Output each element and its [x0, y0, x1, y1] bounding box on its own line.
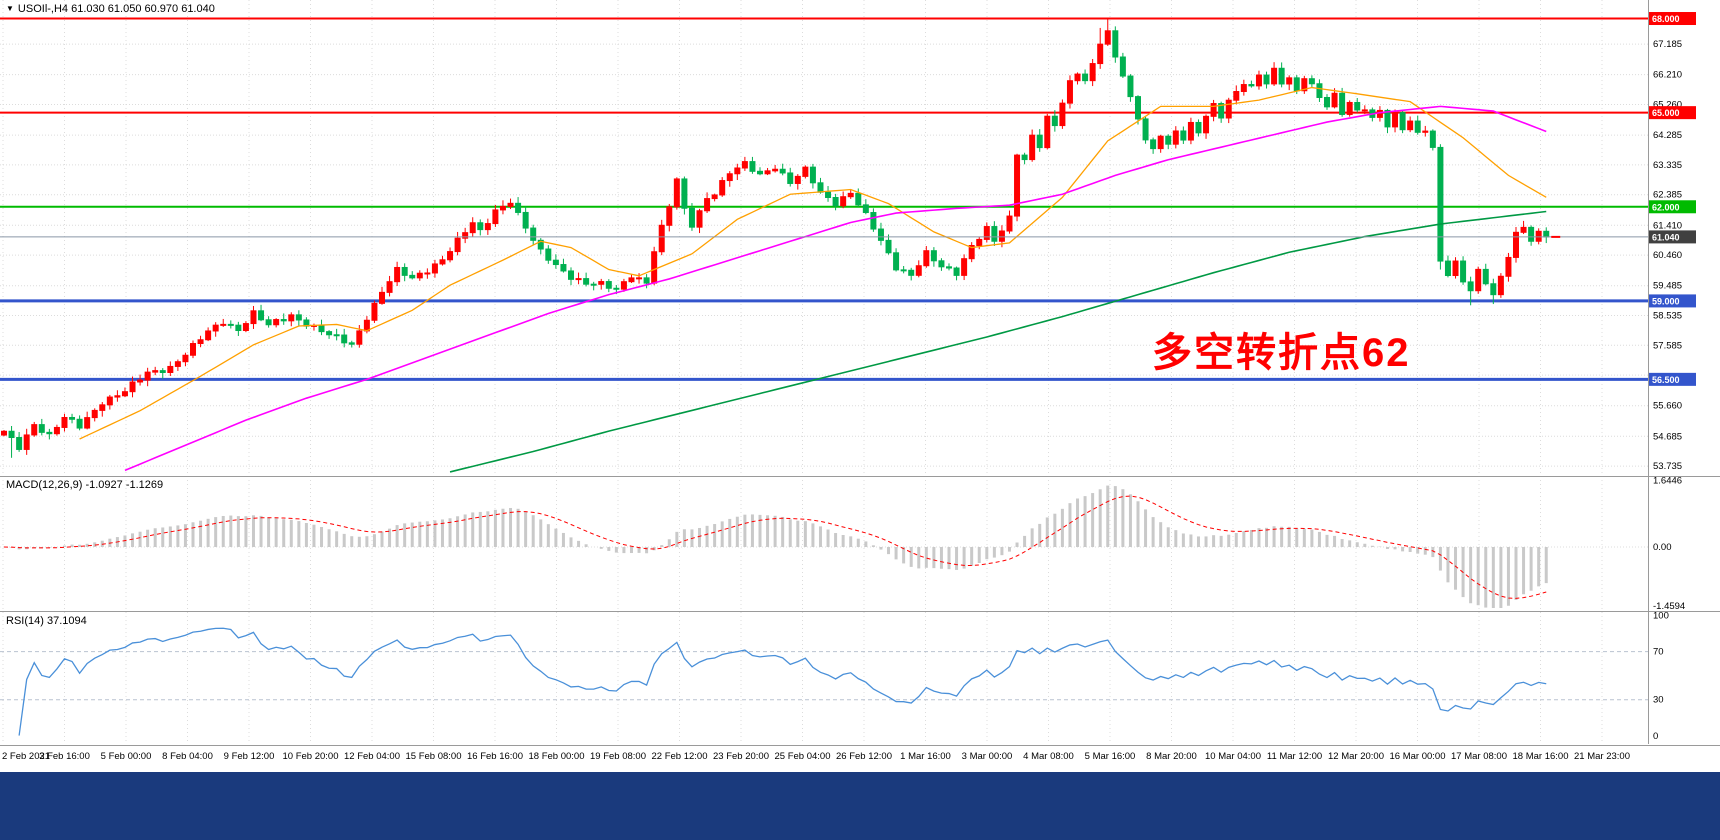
- time-axis-label: 3 Mar 00:00: [961, 751, 1013, 762]
- macd-panel: [0, 485, 1648, 608]
- macd-indicator-label: MACD(12,26,9) -1.0927 -1.1269: [6, 479, 164, 491]
- rsi-axis-label: 100: [1653, 611, 1669, 622]
- time-axis-label: 4 Mar 08:00: [1023, 751, 1074, 762]
- time-axis-label: 17 Mar 08:00: [1451, 751, 1507, 762]
- time-axis-label: 26 Feb 12:00: [836, 751, 892, 762]
- macd-signal-line: [3, 495, 1547, 599]
- rsi-axis-label: 30: [1653, 695, 1664, 706]
- time-axis-label: 21 Mar 23:00: [1574, 751, 1630, 762]
- price-axis-label: 61.410: [1653, 220, 1682, 231]
- bottom-bar: [0, 772, 1720, 840]
- price-axis-label: 62.385: [1653, 190, 1682, 201]
- macd-axis-label: 1.6446: [1653, 475, 1682, 486]
- macd-axis-label: -1.4594: [1653, 601, 1685, 612]
- price-axis-label: 65.260: [1653, 99, 1682, 110]
- price-axis-label: 59.485: [1653, 281, 1682, 292]
- price-level-badge: 59.000: [1649, 294, 1696, 308]
- time-axis-label: 10 Mar 04:00: [1205, 751, 1261, 762]
- candlestick-series: [1, 19, 1550, 458]
- symbol-ohlc-label: USOIl-,H4 61.030 61.050 60.970 61.040: [17, 3, 215, 15]
- rsi-axis-label: 0: [1653, 731, 1658, 742]
- price-axis-label: 54.685: [1653, 431, 1682, 442]
- price-axis-label: 63.335: [1653, 160, 1682, 171]
- svg-text:61.040: 61.040: [1652, 232, 1680, 242]
- price-axis-label: 64.285: [1653, 130, 1682, 141]
- time-axis-label: 8 Feb 04:00: [162, 751, 213, 762]
- ma-fast-orange: [79, 86, 1547, 440]
- price-axis-label: 53.735: [1653, 461, 1682, 472]
- rsi-indicator-label: RSI(14) 37.1094: [6, 615, 87, 627]
- svg-text:59.000: 59.000: [1652, 296, 1680, 306]
- price-level-badge: 65.000: [1649, 106, 1696, 120]
- rsi-line: [18, 627, 1547, 736]
- time-axis-label: 5 Feb 00:00: [100, 751, 152, 762]
- price-level-badge: 61.040: [1649, 230, 1696, 244]
- time-axis-label: 15 Feb 08:00: [405, 751, 462, 762]
- time-axis-label: 9 Feb 12:00: [223, 751, 275, 762]
- price-axis-label: 60.460: [1653, 250, 1682, 261]
- price-axis[interactable]: 67.185 66.210 65.260 64.285 63.335 62.385 61.4…: [1649, 12, 1696, 742]
- price-level-badge: 68.000: [1649, 12, 1696, 26]
- svg-text:56.500: 56.500: [1652, 375, 1680, 385]
- time-axis-label: 11 Mar 12:00: [1266, 751, 1323, 762]
- price-axis-label: 57.585: [1653, 340, 1682, 351]
- price-level-badge: 62.000: [1649, 200, 1696, 214]
- panel-separators: [0, 0, 1720, 744]
- time-axis-label: 12 Feb 04:00: [344, 751, 400, 762]
- price-level-badge: 56.500: [1649, 372, 1696, 386]
- time-axis-label: 12 Mar 20:00: [1328, 751, 1384, 762]
- time-axis-label: 8 Mar 20:00: [1146, 751, 1197, 762]
- time-axis-label: 23 Feb 20:00: [713, 751, 769, 762]
- price-axis-label: 67.185: [1653, 39, 1682, 50]
- price-axis-label: 55.660: [1653, 401, 1682, 412]
- time-axis-label: 16 Mar 00:00: [1389, 751, 1446, 762]
- price-axis-label: 58.535: [1653, 311, 1682, 322]
- time-axis[interactable]: 2 Feb 2021 3 Feb 16:00 5 Feb 00:00 8 Feb 04…: [0, 745, 1720, 773]
- moving-averages: [79, 86, 1547, 473]
- time-axis-label: 18 Feb 00:00: [528, 751, 585, 762]
- time-axis-label: 10 Feb 20:00: [282, 751, 339, 762]
- time-axis-label: 22 Feb 12:00: [651, 751, 708, 762]
- rsi-panel: [0, 627, 1648, 736]
- symbol-marker-icon: ▼: [6, 4, 14, 13]
- time-axis-label: 5 Mar 16:00: [1084, 751, 1136, 762]
- time-axis-label: 3 Feb 16:00: [39, 751, 90, 762]
- chart-canvas[interactable]: 67.185 66.210 65.260 64.285 63.335 62.385 61.4…: [0, 0, 1720, 745]
- ma-mid-magenta: [124, 105, 1547, 472]
- price-axis-label: 66.210: [1653, 70, 1682, 81]
- macd-axis-label: 0.00: [1653, 542, 1672, 553]
- rsi-axis-label: 70: [1653, 647, 1664, 658]
- time-axis-label: 25 Feb 04:00: [774, 751, 831, 762]
- time-axis-label: 18 Mar 16:00: [1512, 751, 1569, 762]
- svg-text:62.000: 62.000: [1652, 202, 1680, 212]
- macd-histogram: [10, 485, 1548, 608]
- time-axis-label: 1 Mar 16:00: [900, 751, 951, 762]
- chart-symbol-info: ▼ USOIl-,H4 61.030 61.050 60.970 61.040: [6, 3, 215, 15]
- time-axis-label: 19 Feb 08:00: [590, 751, 646, 762]
- chart-annotation: 多空转折点62: [1152, 331, 1411, 375]
- time-axis-label: 16 Feb 16:00: [467, 751, 523, 762]
- horizontal-level-lines: [0, 17, 1648, 381]
- time-axis-label: 2 Feb 2021: [2, 751, 51, 762]
- svg-text:65.000: 65.000: [1652, 108, 1680, 118]
- svg-text:68.000: 68.000: [1652, 14, 1680, 24]
